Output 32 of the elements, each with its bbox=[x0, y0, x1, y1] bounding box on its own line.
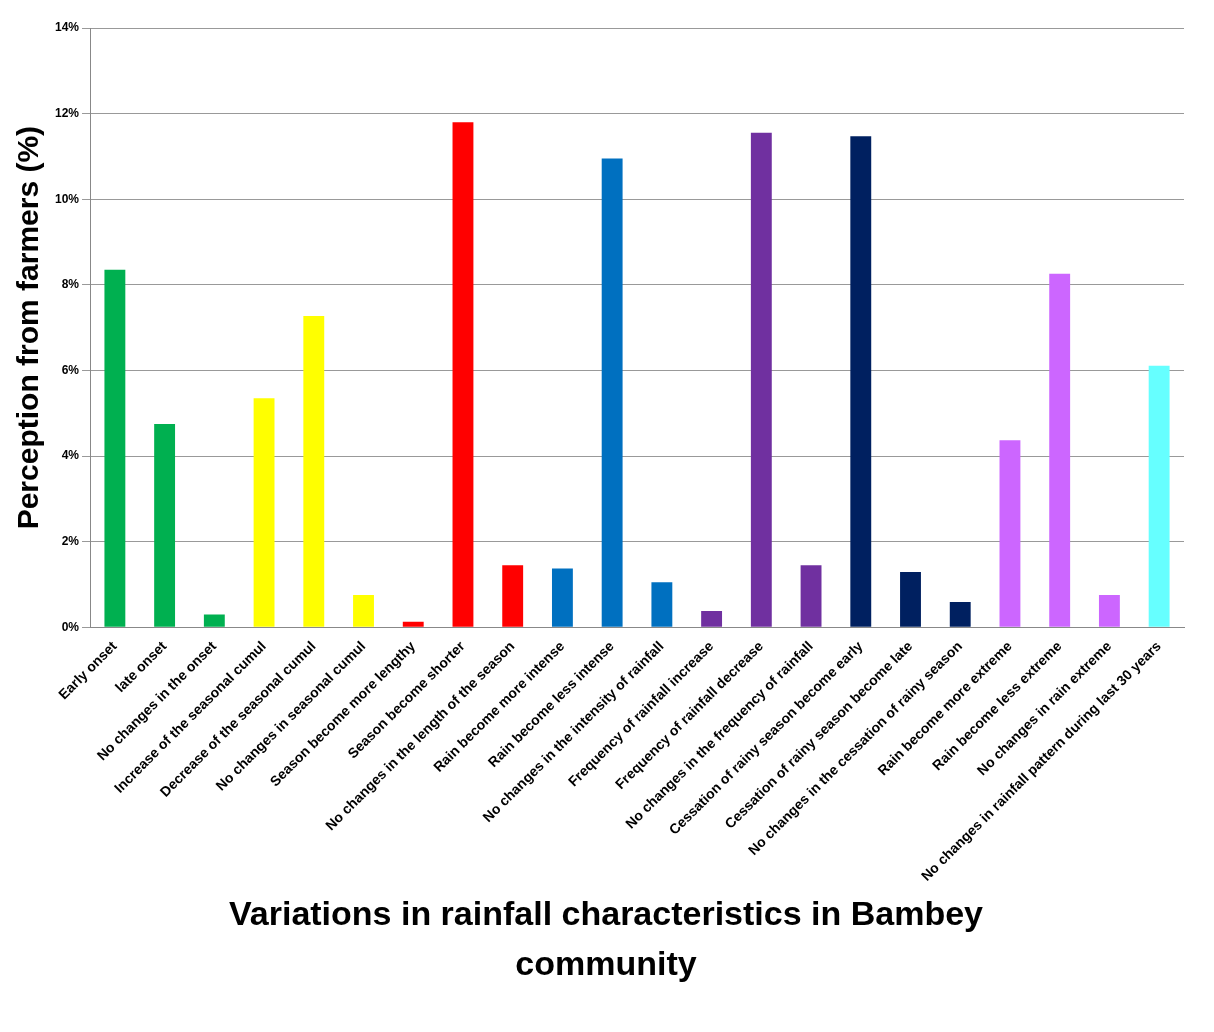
bar bbox=[949, 601, 971, 627]
y-tick-label: 10% bbox=[54, 191, 80, 206]
bar bbox=[651, 582, 673, 627]
bar bbox=[303, 316, 325, 627]
bar bbox=[1098, 595, 1120, 627]
y-tick-label: 14% bbox=[54, 20, 80, 35]
bar bbox=[701, 610, 723, 627]
bar bbox=[551, 568, 573, 627]
x-axis-title: Variations in rainfall characteristics in Bambey community bbox=[228, 893, 984, 984]
y-axis-title: Perception from farmers (%) bbox=[11, 125, 45, 530]
bar bbox=[353, 595, 374, 627]
bar bbox=[800, 565, 822, 627]
bar bbox=[601, 158, 623, 627]
bar bbox=[750, 132, 772, 627]
bar bbox=[850, 136, 872, 627]
bar bbox=[402, 621, 424, 627]
bar bbox=[452, 122, 474, 627]
y-tick-label: 6% bbox=[61, 362, 80, 377]
bar bbox=[154, 423, 176, 627]
y-tick-label: 0% bbox=[61, 619, 80, 634]
bar bbox=[1049, 273, 1071, 627]
bar bbox=[104, 269, 126, 627]
y-tick-label: 2% bbox=[61, 533, 80, 548]
bar bbox=[1148, 365, 1170, 627]
bar bbox=[253, 398, 275, 627]
bar bbox=[900, 572, 921, 627]
bar bbox=[203, 614, 225, 627]
y-tick-label: 4% bbox=[61, 448, 80, 463]
bar bbox=[502, 565, 524, 627]
y-tick-label: 12% bbox=[54, 105, 80, 120]
bar bbox=[999, 440, 1021, 627]
y-tick-label: 8% bbox=[61, 277, 80, 292]
